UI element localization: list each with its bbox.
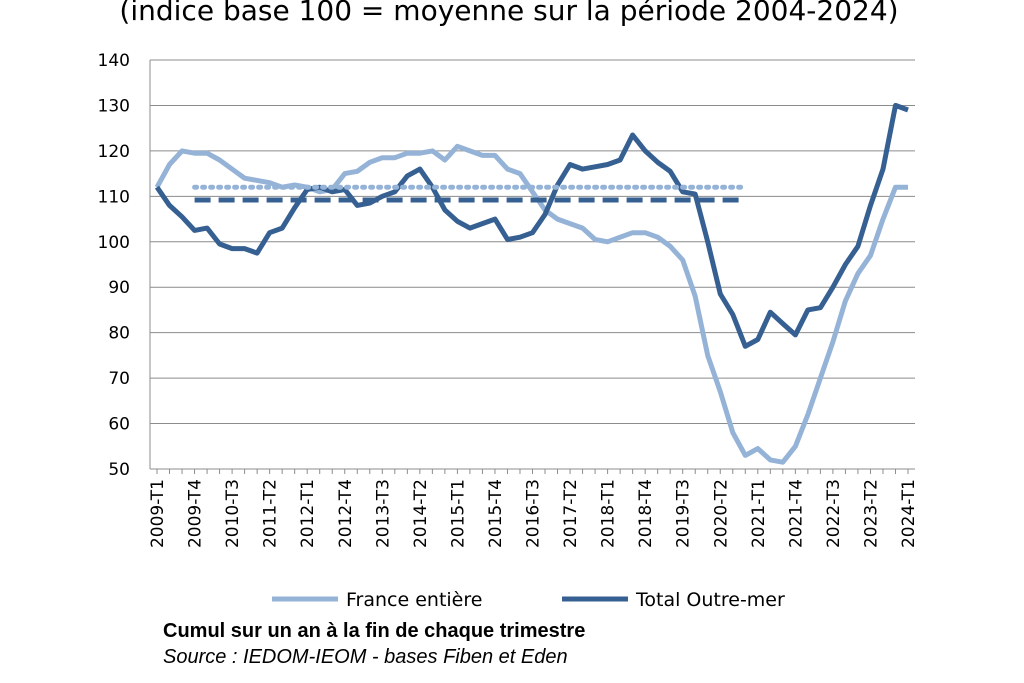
x-tick-label: 2020-T2	[711, 479, 731, 548]
x-tick-label: 2014-T2	[411, 479, 431, 548]
footnote: Cumul sur un an à la fin de chaque trime…	[163, 620, 586, 642]
y-tick-label: 120	[98, 142, 130, 162]
x-tick-label: 2024-T1	[899, 479, 919, 548]
y-tick-label: 140	[98, 51, 130, 71]
x-tick-label: 2009-T1	[148, 479, 168, 548]
x-tick-label: 2015-T1	[448, 479, 468, 548]
x-tick-label: 2022-T3	[824, 479, 844, 548]
y-tick-label: 60	[108, 415, 130, 435]
x-tick-label: 2018-T1	[599, 479, 619, 548]
y-tick-label: 90	[108, 278, 130, 298]
x-tick-label: 2017-T2	[561, 479, 581, 548]
x-tick-label: 2021-T4	[786, 479, 806, 548]
series-line-0	[154, 143, 908, 465]
y-tick-label: 80	[108, 324, 130, 344]
y-tick-label: 70	[108, 369, 130, 389]
source-note: Source : IEDOM-IEOM - bases Fiben et Ede…	[163, 646, 568, 668]
x-tick-label: 2018-T4	[636, 479, 656, 548]
x-tick-label: 2016-T3	[524, 479, 544, 548]
y-tick-label: 130	[98, 96, 130, 116]
y-tick-label: 110	[98, 187, 130, 207]
x-tick-label: 2011-T2	[261, 479, 281, 548]
x-tick-label: 2013-T3	[373, 479, 393, 548]
legend: France entière Total Outre-mer	[272, 589, 785, 611]
y-tick-label: 50	[108, 460, 130, 480]
legend-label: France entière	[346, 589, 482, 611]
legend-label: Total Outre-mer	[635, 589, 785, 611]
x-tick-label: 2010-T3	[223, 479, 243, 548]
y-tick-label: 100	[98, 233, 130, 253]
x-tick-label: 2021-T1	[749, 479, 769, 548]
x-tick-label: 2023-T2	[861, 479, 881, 548]
x-tick-label: 2015-T4	[486, 479, 506, 548]
x-tick-label: 2012-T1	[298, 479, 318, 548]
series-lines	[154, 102, 909, 465]
chart-title: (indice base 100 = moyenne sur la périod…	[119, 0, 899, 27]
x-tick-label: 2012-T4	[336, 479, 356, 548]
gridlines	[150, 59, 915, 425]
series-line-1	[154, 102, 909, 349]
x-tick-label: 2019-T3	[674, 479, 694, 548]
axes: 50 60 70 80 90 100 110 120 130 140 2009-T1 2009-T4 2…	[98, 51, 919, 548]
x-tick-label: 2009-T4	[186, 479, 206, 548]
